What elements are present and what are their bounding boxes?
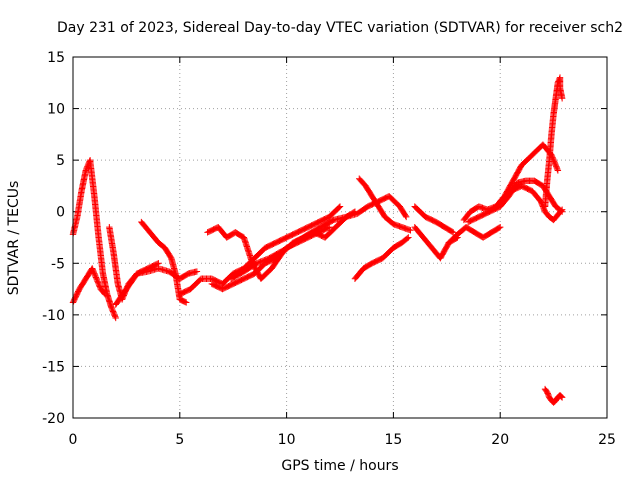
data-point	[402, 212, 409, 219]
y-tick-label: -15	[42, 359, 65, 375]
x-tick-label: 15	[384, 432, 402, 448]
series-s1	[69, 156, 119, 322]
data-point	[407, 227, 414, 234]
data-point	[403, 213, 410, 221]
data-point	[193, 268, 201, 275]
data-point	[558, 95, 566, 102]
data-point	[111, 313, 119, 320]
x-tick-label: 25	[598, 432, 616, 448]
data-point	[554, 165, 561, 173]
data-point	[495, 224, 503, 232]
data-point	[450, 229, 457, 236]
data-point	[336, 203, 344, 210]
data-point	[183, 299, 190, 306]
data-point	[335, 204, 343, 211]
data-point	[101, 291, 109, 298]
series-s11	[356, 175, 414, 234]
y-tick-label: -20	[42, 411, 65, 427]
data-point	[558, 393, 565, 400]
series-s9	[227, 193, 410, 282]
series-s18	[541, 74, 566, 210]
data-point	[558, 207, 565, 214]
y-tick-label: 15	[47, 50, 65, 66]
series-s10	[351, 234, 412, 282]
data-point	[405, 234, 412, 241]
data-point	[448, 228, 456, 235]
y-tick-label: 5	[56, 153, 65, 169]
data-point	[497, 223, 504, 231]
y-tick-label: -10	[42, 308, 65, 324]
y-axis-ticks: -20 -15 -10 -5 0 5 10 15	[42, 50, 607, 427]
x-tick-label: 10	[278, 432, 296, 448]
chart-title: Day 231 of 2023, Sidereal Day-to-day VTE…	[57, 20, 623, 36]
data-point	[112, 314, 119, 322]
plot-frame	[72, 56, 608, 419]
series-s5	[138, 218, 190, 306]
data-point	[558, 206, 566, 213]
data-point	[558, 394, 566, 401]
x-tick-label: 5	[175, 432, 184, 448]
data-point	[181, 298, 189, 306]
y-tick-label: -5	[51, 256, 65, 272]
y-tick-label: 0	[56, 205, 65, 221]
data-point	[557, 392, 564, 400]
data-point	[554, 167, 562, 174]
y-tick-label: 10	[47, 102, 65, 118]
x-tick-label: 20	[491, 432, 509, 448]
y-axis-label: SDTVAR / TECUs	[6, 181, 22, 296]
data-markers	[69, 74, 566, 406]
series-s12	[411, 203, 457, 236]
data-point	[404, 235, 411, 242]
data-point	[100, 289, 108, 297]
x-tick-label: 0	[69, 432, 78, 448]
series-s14	[445, 223, 504, 246]
series-s19	[541, 385, 566, 406]
x-axis-label: GPS time / hours	[281, 458, 398, 474]
series-s2	[69, 265, 109, 306]
